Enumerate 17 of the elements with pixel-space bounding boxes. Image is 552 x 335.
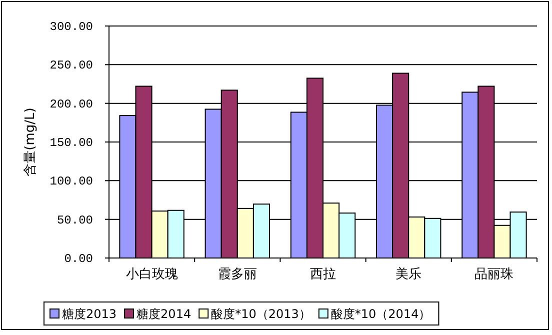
x-tick-label: 霞多丽	[218, 267, 257, 282]
y-tick-label: 0.00	[64, 252, 93, 266]
y-tick-label: 150.00	[50, 136, 93, 150]
legend-label: 酸度*10（2014）	[330, 307, 431, 321]
y-tick-label: 250.00	[50, 58, 93, 73]
y-tick-label: 50.00	[56, 213, 93, 228]
y-tick-label: 100.00	[50, 174, 93, 189]
x-tick-label: 品丽珠	[474, 267, 514, 282]
x-tick-label: 美乐	[396, 266, 422, 282]
x-tick-label: 西拉	[310, 267, 336, 282]
legend-label: 酸度*10（2013）	[211, 307, 311, 321]
legend-label: 糖度2013	[62, 307, 117, 321]
y-tick-label: 200.00	[50, 97, 93, 112]
legend-label: 糖度2014	[136, 307, 192, 321]
y-axis-title: 含量(mg/L)	[23, 108, 38, 176]
y-tick-label: 300.00	[50, 20, 93, 34]
x-tick-label: 小白玫瑰	[126, 267, 178, 282]
